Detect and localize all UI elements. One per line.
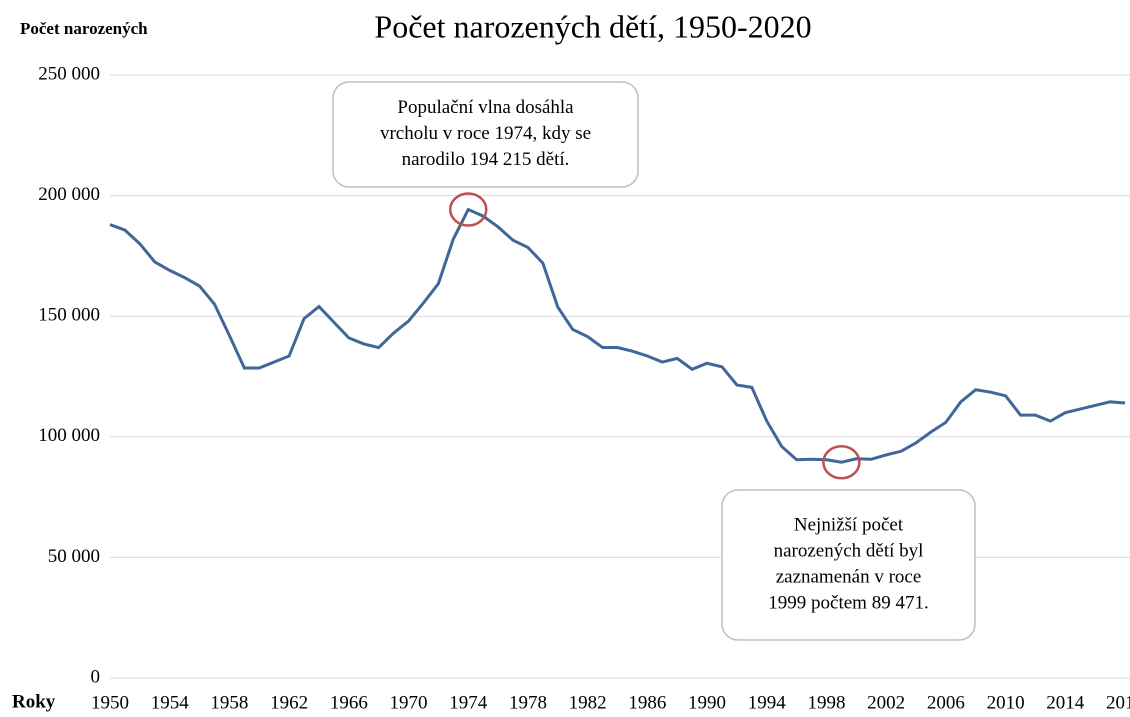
x-tick-label: 2002 [867, 692, 905, 713]
x-tick-label: 2018 [1106, 692, 1130, 713]
y-tick-label: 150 000 [38, 305, 100, 326]
x-tick-label: 1998 [807, 692, 845, 713]
x-tick-label: 2010 [987, 692, 1025, 713]
annotation-text: Populační vlna dosáhla [397, 97, 574, 118]
annotation-box [721, 489, 976, 641]
x-tick-label: 1994 [748, 692, 787, 713]
x-tick-label: 1982 [569, 692, 607, 713]
x-tick-label: 2014 [1046, 692, 1085, 713]
x-tick-label: 1950 [91, 692, 129, 713]
highlight-circle [822, 444, 861, 480]
y-tick-label: 250 000 [38, 63, 100, 84]
x-tick-label: 1970 [390, 692, 428, 713]
x-tick-label: 1990 [688, 692, 726, 713]
y-tick-label: 0 [91, 666, 101, 687]
annotation-text: narodilo 194 215 dětí. [402, 149, 570, 170]
annotation-text: narozených dětí byl [774, 540, 924, 561]
x-tick-label: 1958 [210, 692, 248, 713]
x-tick-label: 1962 [270, 692, 308, 713]
highlight-circle [448, 192, 488, 227]
annotation-text: Nejnižší počet [794, 514, 904, 535]
y-tick-label: 200 000 [38, 184, 100, 205]
y-tick-label: 100 000 [38, 425, 100, 446]
x-tick-label: 1966 [330, 692, 368, 713]
x-tick-label: 1974 [449, 692, 488, 713]
data-line [109, 207, 1126, 464]
annotation-box [332, 81, 639, 188]
annotation-text: zaznamenán v roce [776, 566, 922, 587]
annotation-text: 1999 počtem 89 471. [768, 592, 928, 613]
y-tick-label: 50 000 [48, 546, 100, 567]
x-tick-label: 1986 [628, 692, 666, 713]
x-tick-label: 2006 [927, 692, 965, 713]
x-tick-label: 1954 [151, 692, 190, 713]
chart-title: Počet narozených dětí, 1950-2020 [374, 8, 811, 44]
x-axis-label: Roky [12, 691, 56, 712]
y-axis-label: Počet narozených [20, 19, 148, 38]
annotation-text: vrcholu v roce 1974, kdy se [380, 123, 591, 144]
x-tick-label: 1978 [509, 692, 547, 713]
